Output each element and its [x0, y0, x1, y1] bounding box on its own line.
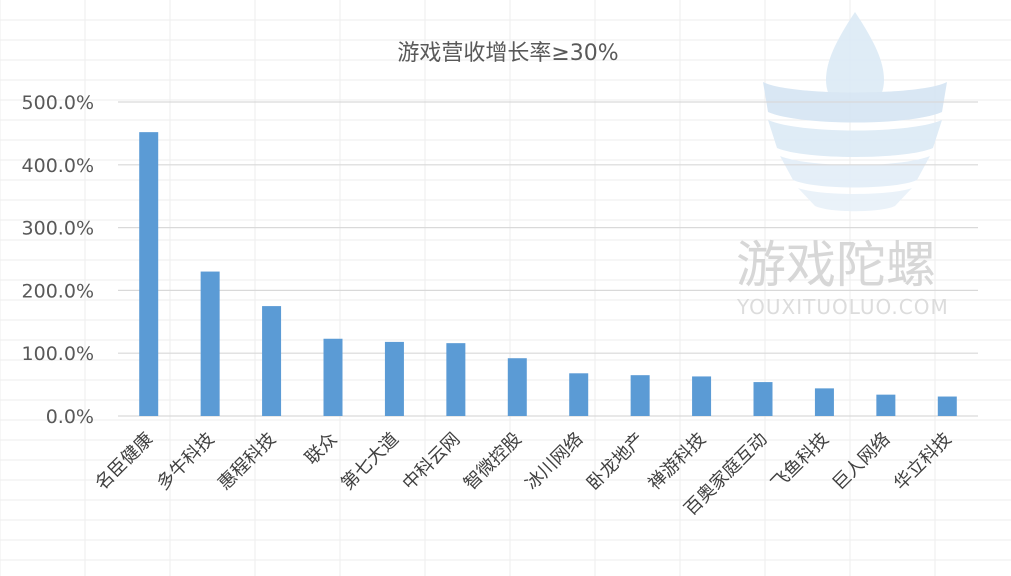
- x-tick-label: 冰川网络: [521, 429, 587, 495]
- y-axis-ticks: 0.0% 100.0% 200.0% 300.0% 400.0% 500.0%: [22, 92, 94, 428]
- x-tick-label: 多牛科技: [153, 429, 219, 495]
- y-tick-label: 0.0%: [46, 406, 94, 428]
- watermark-subtext: YOUXITUOLUO.COM: [736, 295, 949, 319]
- bar: [753, 382, 773, 416]
- x-tick-label: 卧龙地产: [583, 429, 649, 495]
- x-tick-label: 智微控股: [460, 429, 526, 495]
- x-tick-label: 第七大道: [337, 429, 403, 495]
- spinning-top-icon: [763, 12, 947, 212]
- x-tick-label: 中科云网: [399, 429, 465, 495]
- bar: [937, 396, 957, 416]
- watermark-text: 游戏陀螺: [736, 236, 936, 294]
- x-tick-label: 华立科技: [890, 429, 956, 495]
- bar: [692, 376, 712, 416]
- bar: [323, 338, 343, 416]
- bar: [814, 388, 834, 416]
- bar: [200, 271, 220, 416]
- bar: [876, 394, 896, 416]
- chart-title: 游戏营收增长率≥30%: [397, 41, 618, 66]
- y-tick-label: 200.0%: [22, 280, 94, 302]
- bar: [384, 341, 404, 416]
- bar: [630, 375, 650, 416]
- x-tick-label: 联众: [301, 429, 341, 469]
- x-tick-label: 名臣健康: [91, 429, 157, 495]
- bar: [139, 132, 159, 417]
- bars: [139, 132, 957, 417]
- y-tick-label: 100.0%: [22, 343, 94, 365]
- bar: [507, 358, 527, 416]
- x-tick-label: 惠程科技: [214, 429, 280, 495]
- y-tick-label: 500.0%: [22, 92, 94, 114]
- y-tick-label: 300.0%: [22, 218, 94, 240]
- x-tick-label: 飞鱼科技: [767, 429, 833, 495]
- gridlines: [118, 101, 978, 417]
- bar: [446, 343, 466, 416]
- y-tick-label: 400.0%: [22, 155, 94, 177]
- bar: [262, 306, 282, 416]
- bar: [569, 373, 589, 416]
- x-tick-label: 巨人网络: [829, 429, 895, 495]
- watermark: 游戏陀螺 YOUXITUOLUO.COM: [736, 12, 949, 319]
